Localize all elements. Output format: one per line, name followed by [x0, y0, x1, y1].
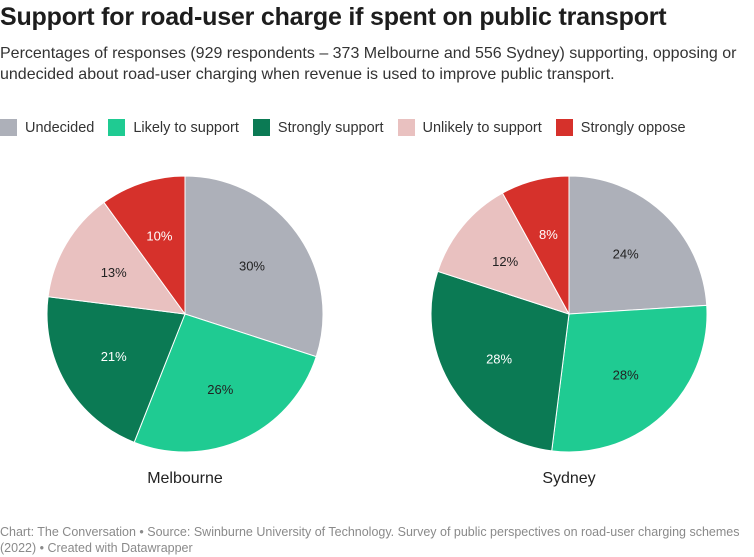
legend-swatch [0, 119, 17, 136]
chart-title: Support for road-user charge if spent on… [0, 3, 667, 31]
legend-swatch [108, 119, 126, 136]
slice-label: 30% [239, 258, 265, 273]
slice-label: 21% [101, 349, 127, 364]
slice-label: 12% [492, 254, 518, 269]
pie-title: Sydney [542, 470, 595, 487]
legend-swatch [555, 119, 573, 136]
legend-item: Undecided [0, 119, 94, 136]
legend-label: Strongly support [277, 119, 384, 136]
slice-label: 28% [486, 351, 512, 366]
slice-label: 26% [207, 382, 233, 397]
legend: Undecided Likely to support Strongly suppo… [0, 119, 700, 136]
legend-label: Likely to support [133, 119, 239, 136]
legend-item: Strongly support [252, 119, 384, 136]
pie-slice-strongly-oppose [501, 175, 570, 315]
pie-slice-likely-to-support [133, 313, 317, 453]
legend-label: Strongly oppose [580, 119, 686, 136]
legend-label: Undecided [25, 119, 95, 136]
pie-charts: 30% 26% 21% 13% 10% Melbourne 24% 28% 28% 12% 8% Sy… [46, 175, 708, 487]
pie-slice-strongly-support [46, 296, 186, 443]
slice-label: 24% [613, 247, 639, 262]
legend-label: Unlikely to support [422, 119, 542, 136]
slice-label: 13% [101, 265, 127, 280]
slice-label: 8% [539, 227, 558, 242]
legend-item: Likely to support [108, 119, 239, 136]
legend-item: Unlikely to support [397, 119, 542, 136]
pie-slice-undecided [568, 175, 708, 315]
chart-subtitle: Percentages of responses (929 respondent… [0, 45, 737, 83]
legend-swatch [397, 119, 415, 136]
legend-swatch [252, 119, 270, 136]
pie-slice-strongly-support [430, 270, 570, 452]
chart-footer: Chart: The Conversation • Source: Swinbu… [0, 525, 740, 555]
legend-item: Strongly oppose [555, 119, 686, 136]
pie-slice-unlikely-to-support [437, 192, 571, 315]
pie-slice-strongly-oppose [103, 175, 186, 316]
pie-slice-likely-to-support [551, 304, 708, 453]
slice-label: 28% [613, 367, 639, 382]
pie-title: Melbourne [147, 470, 223, 487]
pie-slice-unlikely-to-support [47, 201, 187, 315]
slice-label: 10% [146, 228, 172, 243]
pie-slice-undecided [184, 175, 324, 358]
